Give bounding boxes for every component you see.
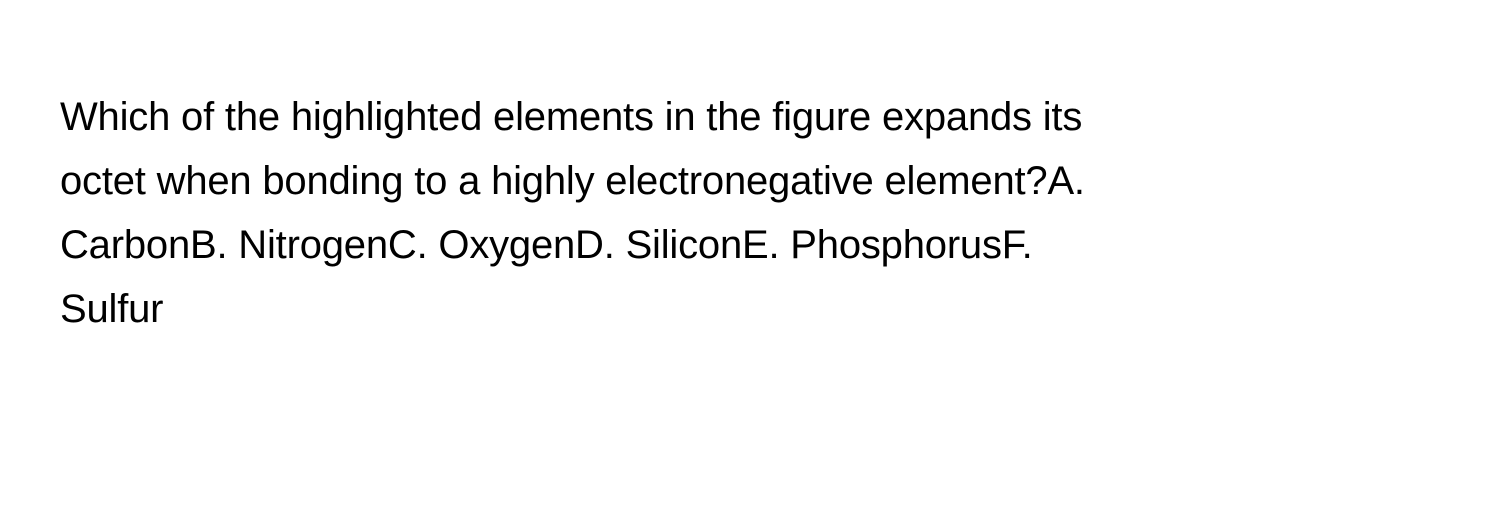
question-text: Which of the highlighted elements in the… <box>60 85 1120 341</box>
